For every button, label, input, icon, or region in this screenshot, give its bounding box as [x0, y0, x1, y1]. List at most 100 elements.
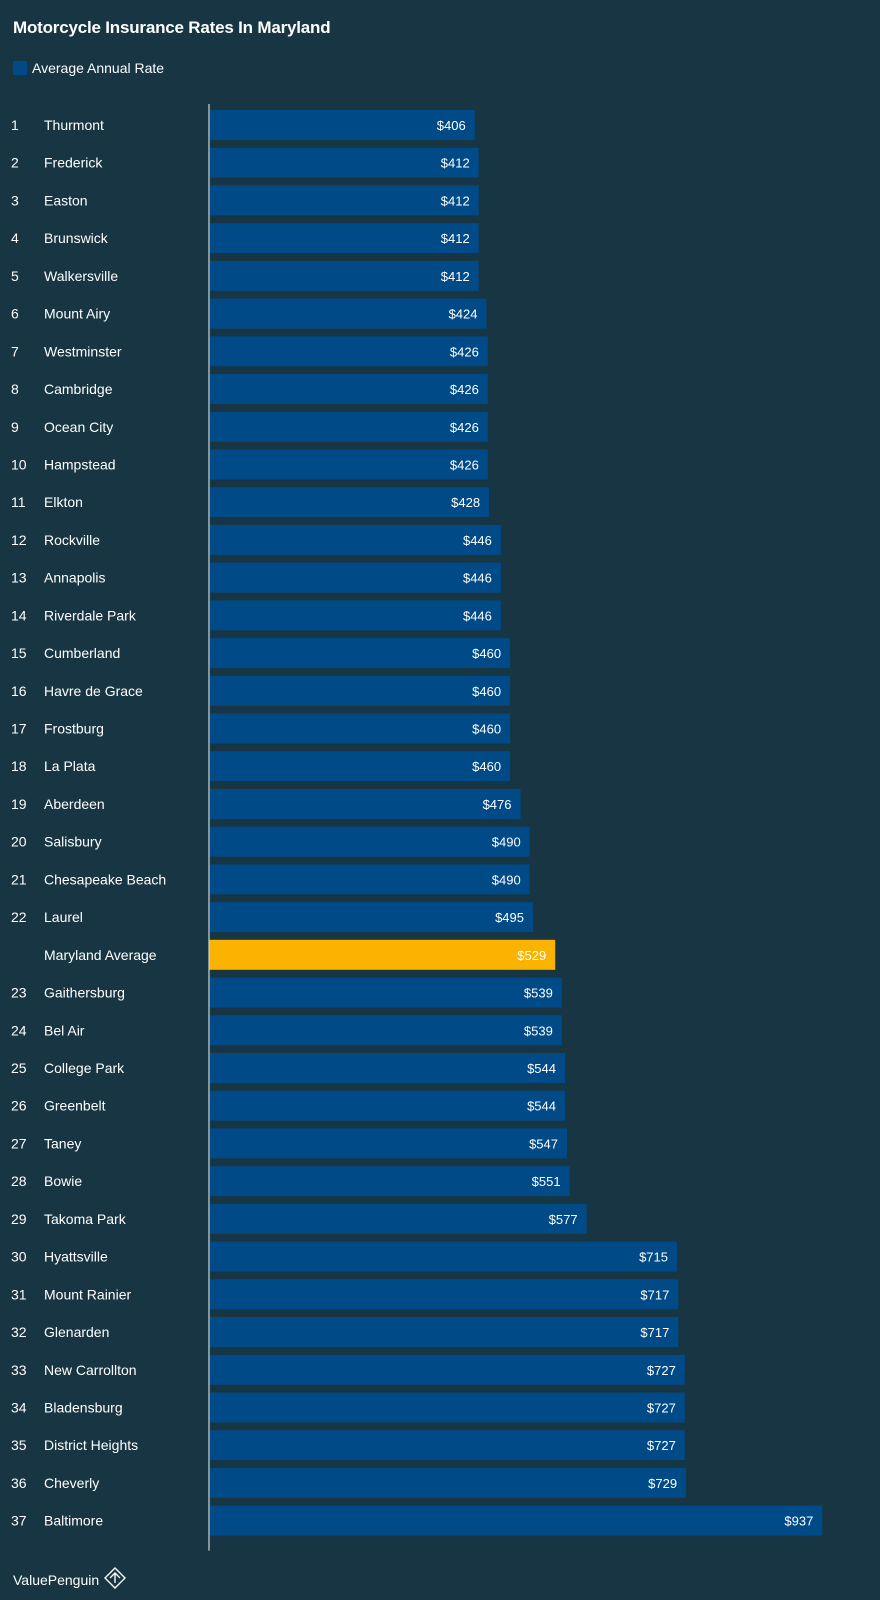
bar — [209, 411, 488, 442]
bar — [209, 826, 530, 857]
rank-label: 4 — [11, 230, 19, 246]
value-label: $717 — [640, 1325, 669, 1340]
bar — [209, 789, 521, 819]
rank-label: 27 — [11, 1135, 27, 1151]
value-label: $460 — [472, 646, 501, 661]
bar — [209, 185, 479, 216]
city-label: Frederick — [44, 155, 103, 171]
brand-name: ValuePenguin — [13, 1571, 100, 1588]
value-label: $426 — [450, 458, 479, 473]
rank-label: 13 — [11, 570, 27, 586]
value-label: $412 — [441, 193, 470, 208]
rank-label: 19 — [11, 796, 27, 812]
rank-label: 17 — [11, 721, 27, 737]
rank-label: 22 — [11, 909, 27, 925]
value-label: $495 — [495, 910, 524, 925]
value-label: $426 — [450, 382, 479, 397]
value-label: $426 — [450, 344, 479, 359]
city-label: Hampstead — [44, 457, 116, 473]
value-label: $544 — [527, 1061, 556, 1076]
rank-label: 33 — [11, 1362, 27, 1378]
value-label: $547 — [529, 1136, 558, 1151]
value-label: $544 — [527, 1099, 556, 1114]
bar — [209, 1053, 565, 1083]
value-label: $412 — [441, 231, 470, 246]
value-label: $529 — [517, 948, 546, 963]
bar — [209, 1279, 679, 1310]
bar — [209, 1090, 565, 1121]
value-label: $539 — [524, 986, 553, 1001]
bar — [209, 223, 479, 254]
bar-chart: $406 1 Thurmont $412 2 Frederick $412 3 Easton $4… — [11, 104, 823, 1551]
bar — [209, 1128, 567, 1159]
city-label: Maryland Average — [44, 947, 157, 963]
city-label: Cheverly — [44, 1475, 99, 1491]
city-label: Easton — [44, 192, 88, 208]
bar — [209, 638, 511, 669]
bar — [209, 864, 530, 895]
bar-average — [209, 939, 556, 970]
rank-label: 35 — [11, 1437, 27, 1453]
city-label: Taney — [44, 1135, 81, 1151]
bar — [209, 260, 479, 291]
rank-label: 12 — [11, 532, 27, 548]
city-label: Havre de Grace — [44, 683, 143, 699]
value-label: $717 — [640, 1287, 669, 1302]
city-label: District Heights — [44, 1437, 138, 1453]
city-label: Elkton — [44, 494, 83, 510]
city-label: Rockville — [44, 532, 100, 548]
city-label: Takoma Park — [44, 1211, 127, 1227]
bar — [209, 977, 562, 1008]
value-label: $490 — [492, 872, 521, 887]
city-label: Frostburg — [44, 721, 104, 737]
city-label: Greenbelt — [44, 1098, 106, 1114]
rank-label: 20 — [11, 834, 27, 850]
bar — [209, 1430, 685, 1461]
rank-label: 3 — [11, 192, 19, 208]
rank-label: 2 — [11, 155, 19, 171]
rank-label: 21 — [11, 871, 27, 887]
rank-label: 25 — [11, 1060, 27, 1076]
city-label: Mount Airy — [44, 306, 110, 322]
rank-label: 30 — [11, 1249, 27, 1265]
rank-label: 15 — [11, 645, 27, 661]
value-label: $426 — [450, 420, 479, 435]
value-label: $424 — [449, 307, 478, 322]
bar — [209, 713, 511, 744]
value-label: $577 — [549, 1212, 578, 1227]
city-label: Cumberland — [44, 645, 120, 661]
valuepenguin-logo-icon — [104, 1567, 127, 1592]
city-label: Annapolis — [44, 570, 106, 586]
value-label: $412 — [441, 156, 470, 171]
bar — [209, 449, 488, 480]
chart-title: Motorcycle Insurance Rates In Maryland — [13, 18, 331, 37]
bar — [209, 562, 501, 593]
bar — [209, 675, 511, 706]
city-label: Laurel — [44, 909, 83, 925]
bar — [209, 1317, 679, 1347]
rank-label: 34 — [11, 1400, 27, 1416]
value-label: $715 — [639, 1250, 668, 1265]
rank-label: 31 — [11, 1286, 27, 1302]
legend: Average Annual Rate — [13, 60, 164, 76]
value-label: $727 — [647, 1438, 676, 1453]
bar — [209, 487, 490, 518]
value-label: $460 — [472, 684, 501, 699]
value-label: $446 — [463, 533, 492, 548]
rank-label: 5 — [11, 268, 19, 284]
bar — [209, 374, 488, 404]
value-label: $551 — [532, 1174, 561, 1189]
city-label: Ocean City — [44, 419, 113, 435]
bar — [209, 110, 475, 140]
value-label: $937 — [784, 1514, 813, 1529]
city-label: Chesapeake Beach — [44, 871, 166, 887]
bar — [209, 1505, 823, 1536]
city-label: Bel Air — [44, 1022, 85, 1038]
value-label: $412 — [441, 269, 470, 284]
bar — [209, 1241, 677, 1272]
rank-label: 23 — [11, 985, 27, 1001]
bar — [209, 147, 479, 178]
city-label: New Carrollton — [44, 1362, 137, 1378]
city-label: Westminster — [44, 343, 122, 359]
value-label: $428 — [451, 495, 480, 510]
